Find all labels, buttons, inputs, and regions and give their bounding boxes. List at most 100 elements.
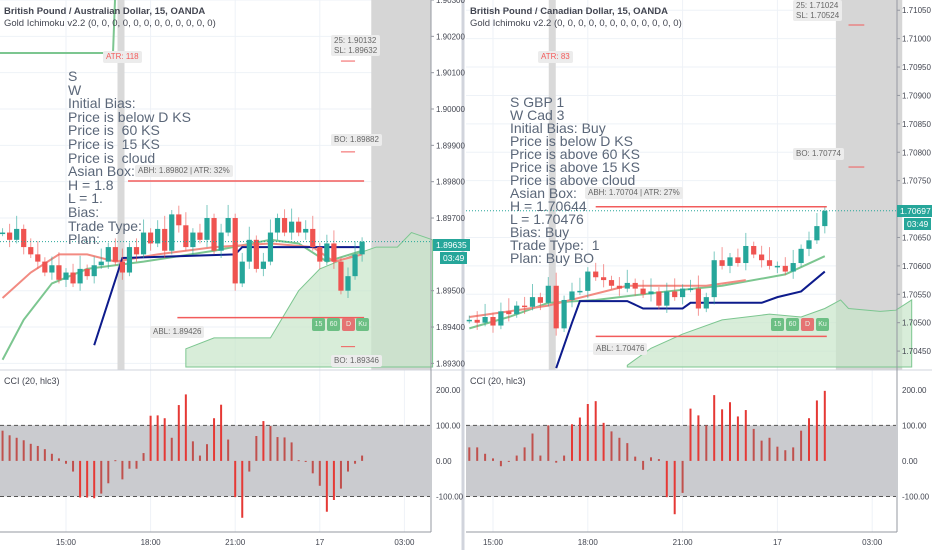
cci-bar xyxy=(634,456,637,461)
cci-bar xyxy=(563,455,566,461)
candle xyxy=(63,272,69,280)
cci-bar xyxy=(768,437,771,461)
note-line: H = 1.70644 xyxy=(510,198,587,214)
cci-bar xyxy=(50,453,53,461)
note-line: Price is below D KS xyxy=(68,108,191,125)
cci-bar xyxy=(15,437,18,461)
note-line: Trade Type: 1 xyxy=(510,237,600,253)
cci-tick-label: 200.00 xyxy=(902,386,927,395)
cci-bar xyxy=(65,460,67,464)
cci-bar xyxy=(626,443,629,461)
cci-bar xyxy=(325,460,328,512)
cci-tick-label: 0.00 xyxy=(902,457,918,466)
time-tick-label: 21:00 xyxy=(673,538,694,547)
indicator-legend[interactable]: Gold Ichimoku v2.2 (0, 0, 0, 0, 0, 0, 0,… xyxy=(4,18,216,29)
price-tick-label: 1.89900 xyxy=(436,141,465,150)
cci-legend[interactable]: CCI (20, hlc3) xyxy=(470,376,526,386)
candle xyxy=(260,261,266,269)
cci-bar xyxy=(539,455,542,461)
cci-bar xyxy=(135,460,138,469)
candle xyxy=(162,228,168,251)
cci-bar xyxy=(499,460,502,467)
candle xyxy=(474,319,480,323)
cci-bar xyxy=(673,460,676,515)
cci-bar xyxy=(476,447,479,461)
candle xyxy=(21,228,27,248)
price-tick-label: 1.71000 xyxy=(902,35,931,44)
candle xyxy=(296,221,302,233)
cci-bar xyxy=(642,460,645,470)
cci-bar xyxy=(220,404,223,461)
candle xyxy=(155,228,161,244)
note-line: Price is 60 KS xyxy=(68,122,160,139)
cci-bar xyxy=(198,455,201,461)
cci-bar xyxy=(311,460,314,474)
time-tick-label: 17 xyxy=(773,538,782,547)
cci-bar xyxy=(318,460,321,486)
cci-bar xyxy=(22,440,25,461)
candle xyxy=(648,291,654,295)
note-line: W Cad 3 xyxy=(510,107,565,123)
cci-bar xyxy=(531,433,534,461)
cci-bar xyxy=(681,460,684,493)
symbol-title[interactable]: British Pound / Australian Dollar, 15, O… xyxy=(4,6,206,17)
note-line: Asian Box: xyxy=(68,163,135,180)
candle xyxy=(310,228,316,248)
candle xyxy=(759,254,765,261)
candle xyxy=(656,291,662,306)
cci-bar xyxy=(163,418,166,461)
candle xyxy=(91,265,97,277)
chart-panel-gbpcad[interactable]: 1.71050 1.71000 1.70950 1.70900 1.70850 1.708… xyxy=(466,0,932,550)
indicator-legend[interactable]: Gold Ichimoku v2.2 (0, 0, 0, 0, 0, 0, 0,… xyxy=(470,18,682,29)
cci-bar xyxy=(760,440,763,461)
cci-bar xyxy=(262,421,265,461)
cci-bar xyxy=(255,436,258,461)
cci-bar xyxy=(43,449,46,461)
target-stop-label: 25: 1.71024 SL: 1.70524 xyxy=(793,0,843,21)
marker-daily: D xyxy=(342,318,355,331)
candle xyxy=(98,261,104,266)
time-tick-label: 21:00 xyxy=(225,538,246,547)
bar-countdown: 03:49 xyxy=(904,218,932,230)
cci-bar xyxy=(269,426,272,461)
note-line: Plan: xyxy=(68,231,100,248)
candle xyxy=(798,248,804,264)
cci-bar xyxy=(283,437,286,461)
candle xyxy=(601,277,607,281)
note-line: Bias: Buy xyxy=(510,224,570,240)
cci-bar xyxy=(721,409,724,461)
candle xyxy=(28,247,34,255)
cci-legend[interactable]: CCI (20, hlc3) xyxy=(4,376,60,386)
cci-bar xyxy=(736,416,739,461)
asian-box-low-label: ABL: 1.70476 xyxy=(593,343,648,355)
cci-bar xyxy=(184,394,187,461)
candle xyxy=(70,272,76,284)
price-tick-label: 1.70850 xyxy=(902,120,931,129)
note-line: L = 1. xyxy=(68,190,103,207)
candle xyxy=(253,239,259,269)
note-line: Price is above 60 KS xyxy=(510,146,640,162)
cci-tick-label: 100.00 xyxy=(902,421,927,430)
kijun-line xyxy=(555,270,826,369)
symbol-title[interactable]: British Pound / Canadian Dollar, 15, OAN… xyxy=(470,6,668,17)
cci-bar xyxy=(114,460,117,462)
session-marker xyxy=(548,0,556,370)
chart-canvas[interactable]: 1.90300 1.90200 1.90100 1.90000 1.89900 1.898… xyxy=(0,0,466,550)
candle xyxy=(246,239,252,262)
chart-panel-gbpaud[interactable]: 1.90300 1.90200 1.90100 1.90000 1.89900 1.898… xyxy=(0,0,470,550)
note-line: Price is cloud xyxy=(68,149,156,166)
cci-bar xyxy=(784,450,787,461)
last-price-tag: 1.70697 xyxy=(897,205,932,217)
note-line: S xyxy=(68,68,78,84)
cci-bar xyxy=(93,460,96,499)
candle xyxy=(190,232,196,248)
candle xyxy=(561,299,567,329)
candle xyxy=(267,232,274,262)
candle xyxy=(482,317,488,323)
chart-canvas[interactable]: 1.71050 1.71000 1.70950 1.70900 1.70850 1.708… xyxy=(466,0,932,550)
candle xyxy=(616,285,622,289)
price-tick-label: 1.89800 xyxy=(436,178,465,187)
price-tick-label: 1.70900 xyxy=(902,91,931,100)
note-line: Plan: Buy BO xyxy=(510,250,595,266)
candle xyxy=(537,297,543,303)
